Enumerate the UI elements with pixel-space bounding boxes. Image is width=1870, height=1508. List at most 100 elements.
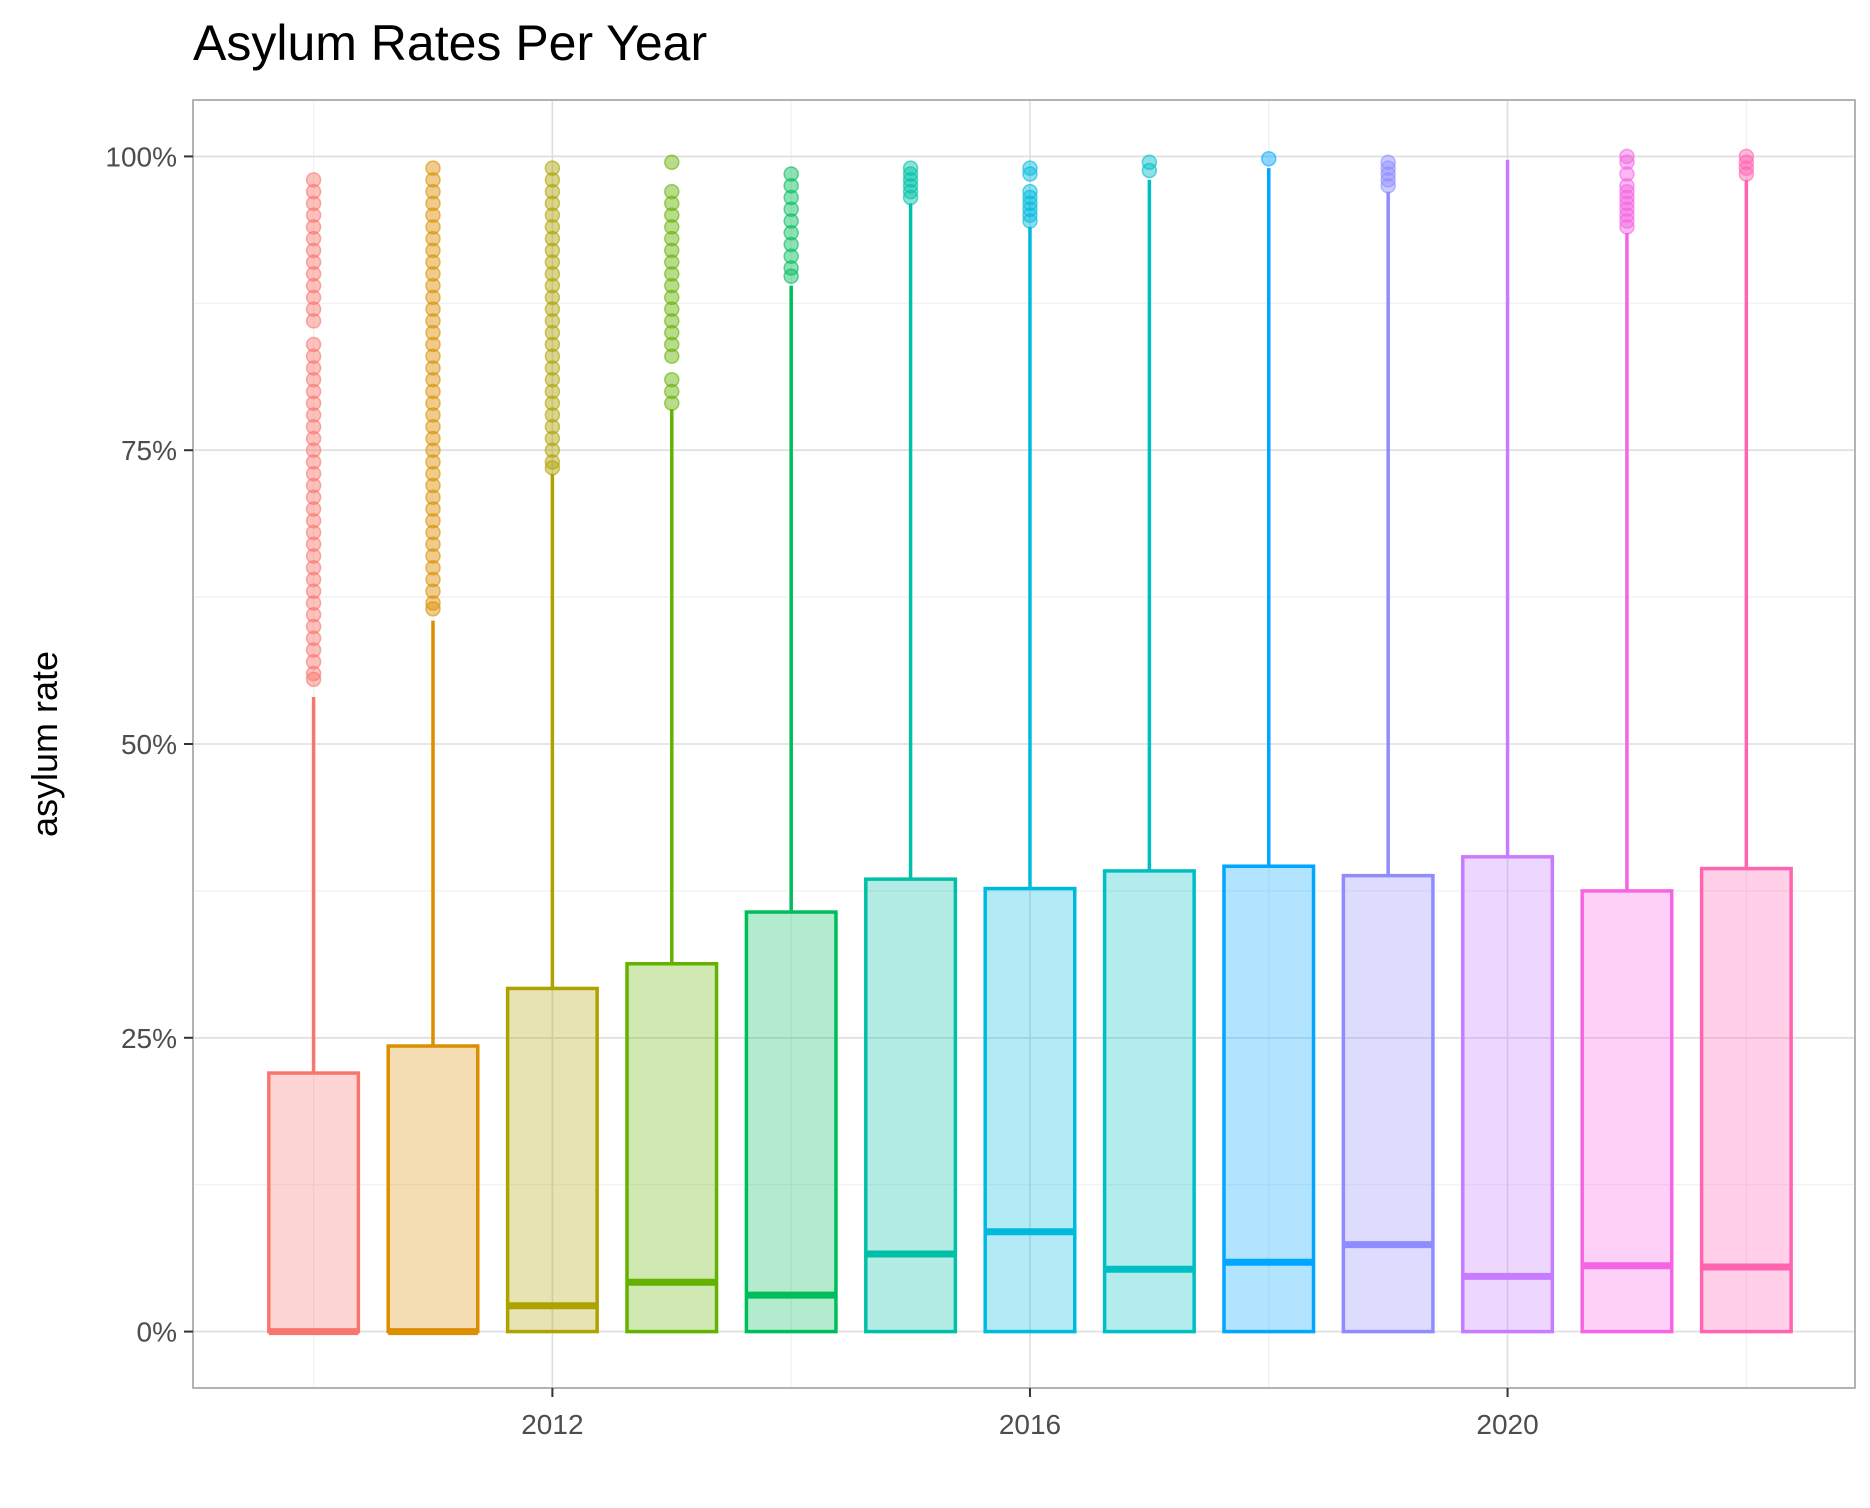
outlier-point-2016 <box>1022 160 1038 176</box>
outlier-point-2011 <box>425 324 441 341</box>
outlier-point-2013 <box>664 383 680 400</box>
outlier-point-2010 <box>305 313 322 329</box>
outlier-point-2013 <box>664 289 680 306</box>
outlier-point-2011 <box>425 289 441 306</box>
box-body-2018 <box>1222 864 1316 1334</box>
outlier-point-2012 <box>544 383 561 400</box>
outlier-point-2011 <box>425 571 441 588</box>
outlier-point-2021 <box>1619 148 1635 165</box>
outlier-point-2010 <box>305 524 322 541</box>
outlier-point-2011 <box>425 430 441 447</box>
outlier-point-2021 <box>1619 183 1635 200</box>
outlier-point-2012 <box>544 336 561 353</box>
outlier-point-2010 <box>305 230 322 247</box>
outlier-point-2011 <box>425 477 441 494</box>
outlier-point-2012 <box>544 460 561 476</box>
outlier-point-2019 <box>1380 154 1396 171</box>
outlier-point-2011 <box>425 442 441 458</box>
x-tick-label: 2012 <box>521 1409 583 1440</box>
outlier-point-2011 <box>425 195 441 212</box>
outlier-point-2012 <box>544 277 561 294</box>
outlier-point-2014 <box>783 189 799 206</box>
axis-layer: 0% 25% 50% 75% 100% 2012 2016 2020 asylum rate <box>24 141 1539 1440</box>
y-tick-label: 0% <box>137 1317 177 1348</box>
outlier-point-2010 <box>305 536 322 552</box>
outlier-point-2010 <box>305 454 322 470</box>
outlier-point-2011 <box>425 489 441 505</box>
outlier-point-2019 <box>1380 178 1396 194</box>
outlier-point-2013 <box>664 395 680 411</box>
outlier-point-2014 <box>783 213 799 229</box>
outlier-point-2010 <box>305 618 322 635</box>
outlier-point-2011 <box>425 407 441 423</box>
outlier-point-2011 <box>425 183 441 200</box>
outlier-point-2010 <box>305 383 322 400</box>
box-2017 <box>1102 179 1196 1334</box>
outlier-point-2012 <box>544 301 561 317</box>
outlier-point-2011 <box>425 395 441 411</box>
y-axis-title: asylum rate <box>24 651 65 837</box>
outlier-point-2010 <box>305 571 322 588</box>
outlier-point-2012 <box>544 454 561 470</box>
outlier-point-2011 <box>425 524 441 541</box>
outlier-point-2021 <box>1619 201 1635 218</box>
outlier-point-2011 <box>425 371 441 388</box>
box-body-2012 <box>505 986 599 1334</box>
outlier-point-2012 <box>544 219 561 235</box>
outlier-point-2013 <box>664 348 680 364</box>
box-body-2015 <box>864 877 958 1334</box>
outlier-point-2011 <box>425 266 441 282</box>
outlier-point-2010 <box>305 348 322 364</box>
outlier-point-2010 <box>305 477 322 494</box>
outlier-point-2011 <box>425 512 441 529</box>
outlier-point-2012 <box>544 371 561 388</box>
outlier-point-2014 <box>783 178 799 194</box>
outlier-point-2013 <box>664 154 680 171</box>
outlier-point-2015 <box>902 160 919 176</box>
outlier-point-2010 <box>305 395 322 411</box>
outlier-point-2012 <box>544 324 561 341</box>
outlier-layer <box>305 148 1755 688</box>
outlier-point-2010 <box>305 371 322 388</box>
outlier-point-2015 <box>902 183 919 200</box>
outlier-point-2013 <box>664 301 680 317</box>
outlier-point-2013 <box>664 230 680 247</box>
outlier-point-2012 <box>544 313 561 329</box>
outlier-point-2013 <box>664 183 680 200</box>
box-body-2014 <box>744 910 838 1334</box>
outlier-point-2012 <box>544 254 561 270</box>
outlier-point-2021 <box>1619 219 1635 235</box>
outlier-point-2016 <box>1022 166 1038 182</box>
outlier-point-2015 <box>902 178 919 194</box>
outlier-point-2010 <box>305 254 322 270</box>
outlier-point-2010 <box>305 595 322 611</box>
outlier-point-2011 <box>425 230 441 247</box>
box-body-2010 <box>267 1071 361 1334</box>
outlier-point-2010 <box>305 642 322 658</box>
outlier-point-2012 <box>544 395 561 411</box>
outlier-point-2010 <box>305 442 322 458</box>
y-tick-label: 75% <box>121 435 177 466</box>
outlier-point-2012 <box>544 195 561 212</box>
outlier-point-2010 <box>305 630 322 646</box>
outlier-point-2011 <box>425 583 441 599</box>
outlier-point-2021 <box>1619 166 1635 182</box>
outlier-point-2012 <box>544 348 561 364</box>
box-2013 <box>625 409 719 1334</box>
outlier-point-2010 <box>305 183 322 200</box>
outlier-point-2010 <box>305 289 322 306</box>
outlier-point-2016 <box>1022 189 1038 206</box>
outlier-point-2022 <box>1738 154 1755 171</box>
outlier-point-2010 <box>305 606 322 623</box>
outlier-point-2011 <box>425 277 441 294</box>
outlier-point-2011 <box>425 219 441 235</box>
outlier-point-2010 <box>305 430 322 447</box>
outlier-point-2021 <box>1619 213 1635 229</box>
outlier-point-2010 <box>305 219 322 235</box>
outlier-point-2021 <box>1619 195 1635 212</box>
outlier-point-2014 <box>783 225 799 241</box>
outlier-point-2015 <box>902 172 919 188</box>
outlier-point-2012 <box>544 172 561 188</box>
box-body-2020 <box>1461 855 1555 1334</box>
